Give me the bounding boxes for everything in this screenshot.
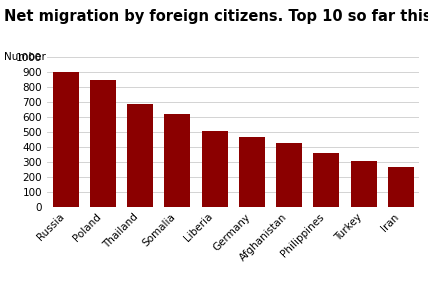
Bar (351, 161, 377, 207)
Bar (388, 167, 414, 207)
Bar (164, 114, 190, 207)
Bar (239, 137, 265, 207)
Bar (90, 80, 116, 207)
Bar (276, 143, 302, 207)
Text: Net migration by foreign citizens. Top 10 so far this year: Net migration by foreign citizens. Top 1… (4, 9, 428, 24)
Bar (202, 131, 228, 207)
Bar (127, 104, 153, 207)
Bar (313, 153, 339, 207)
Bar (53, 71, 79, 207)
Text: Number: Number (4, 52, 46, 62)
